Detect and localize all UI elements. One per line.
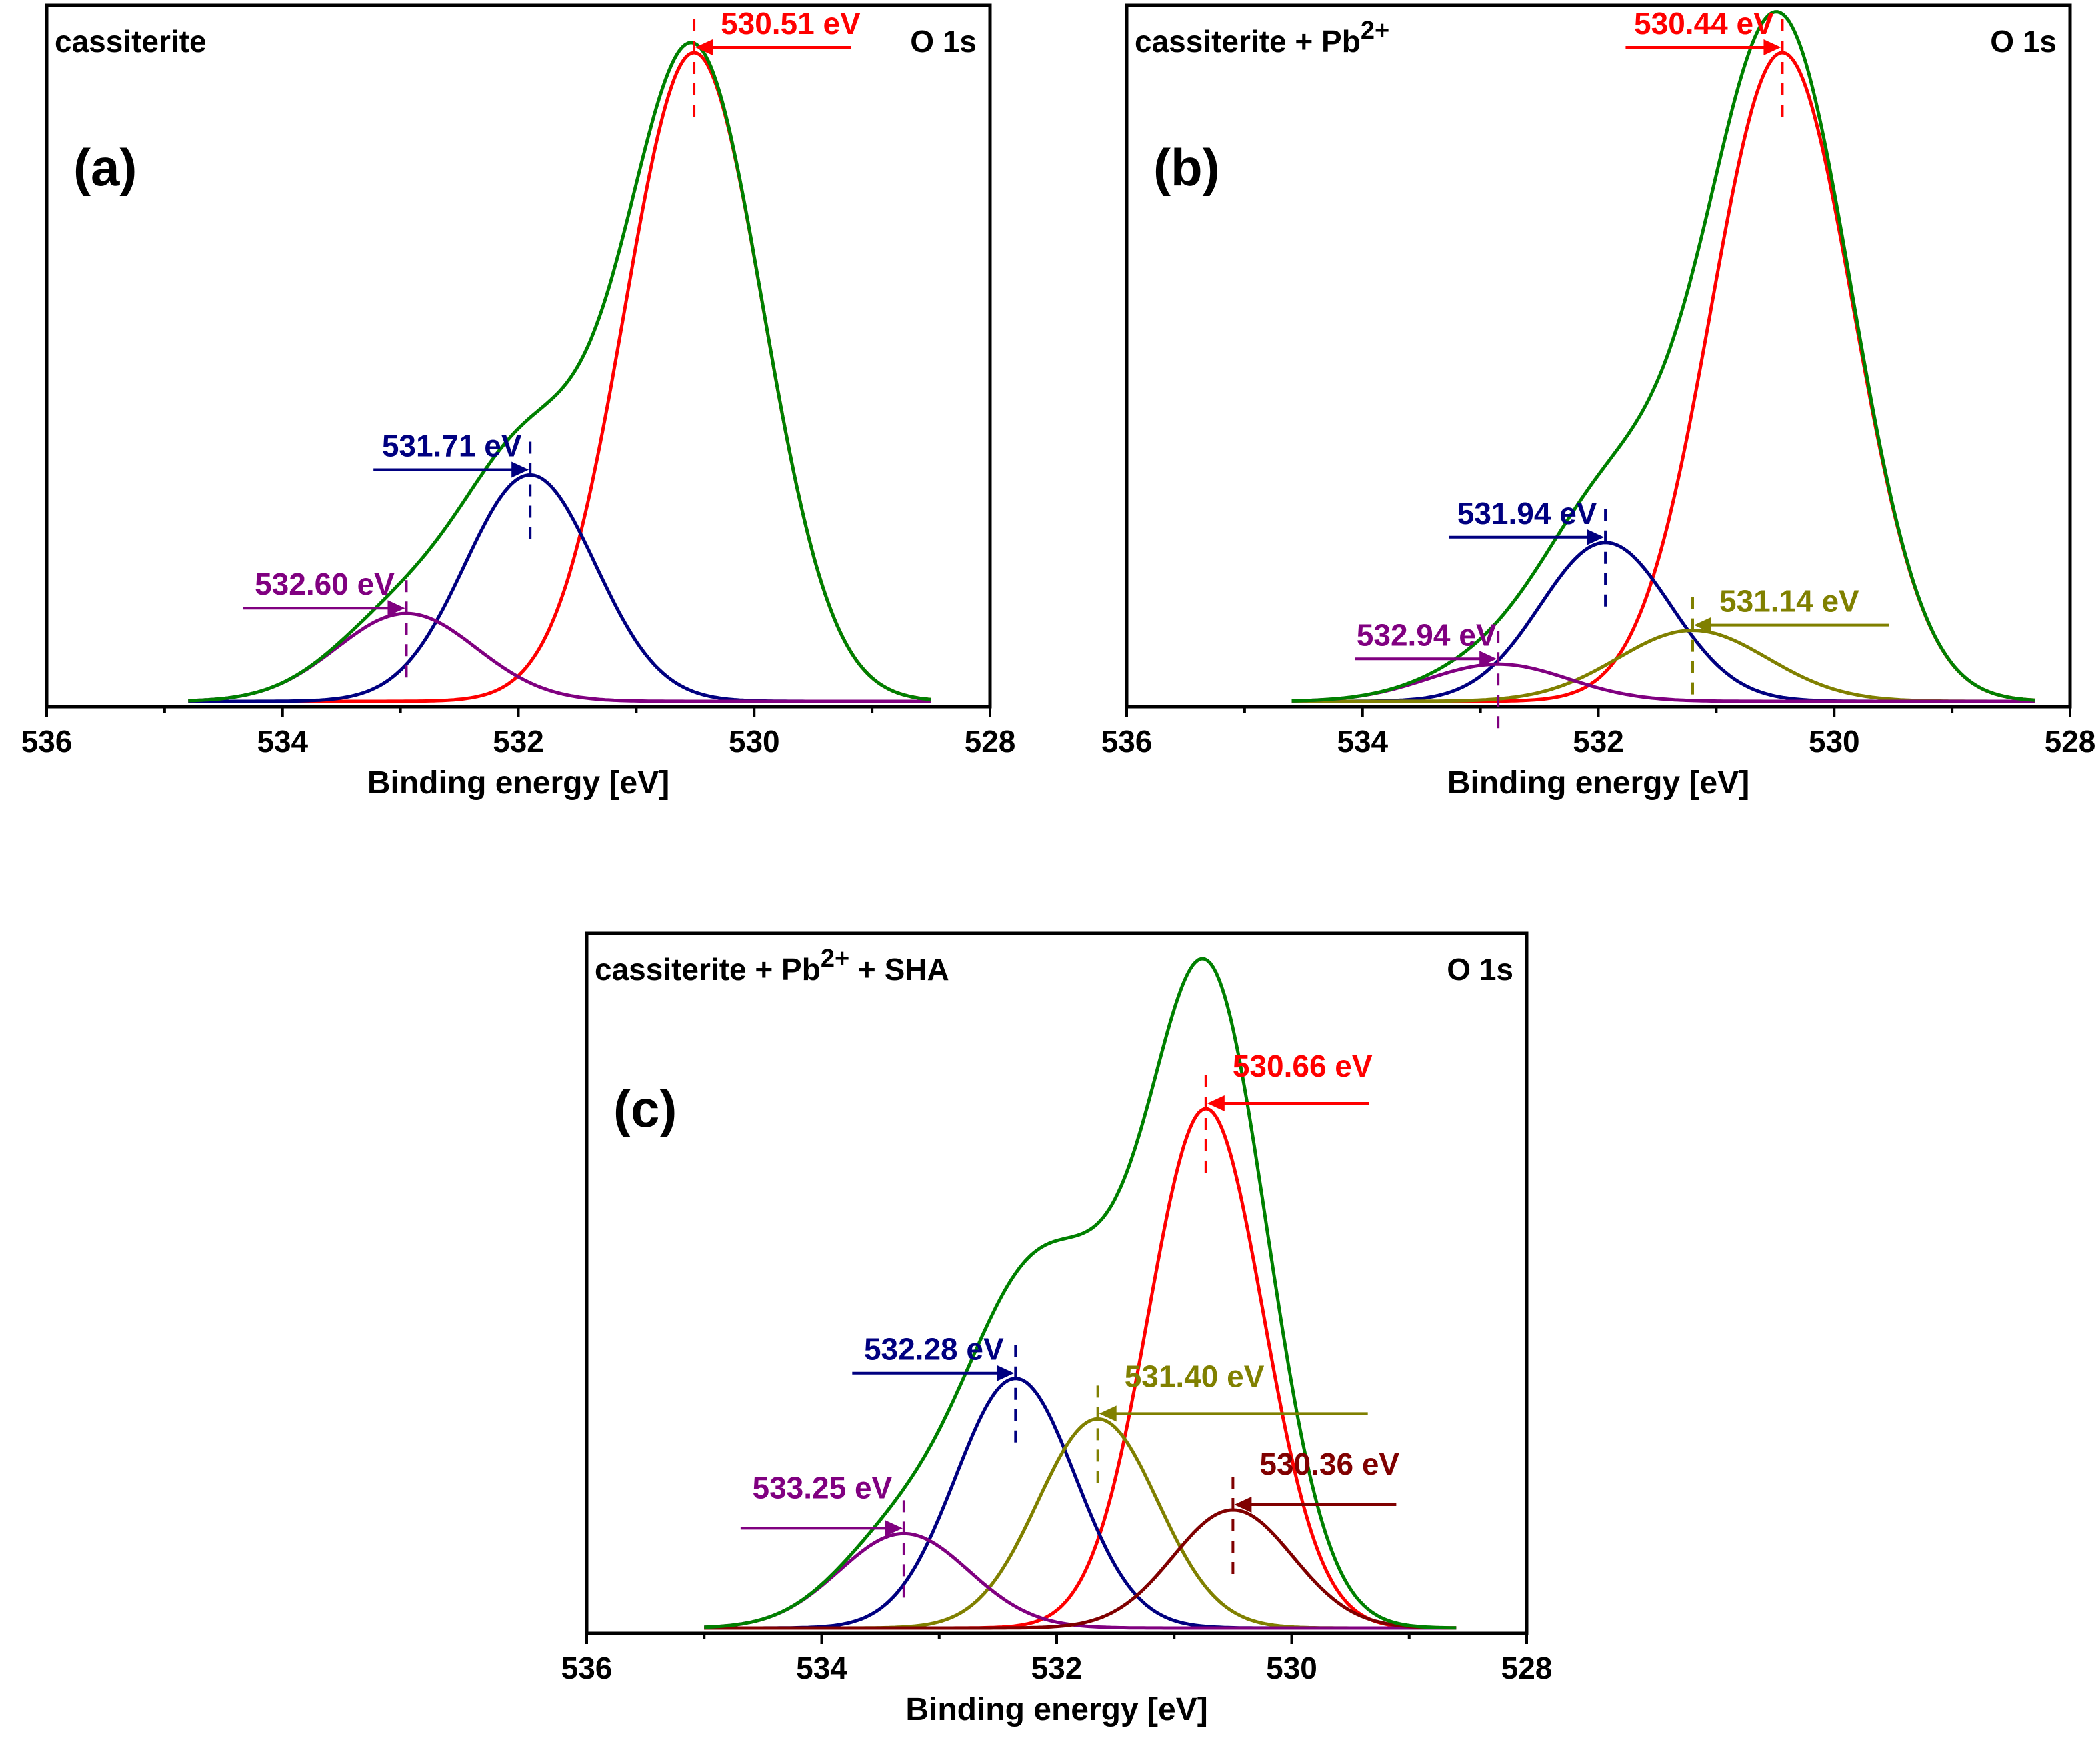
peak-annotation-label: 531.71 eV <box>382 428 522 463</box>
x-tick-label: 528 <box>2045 724 2096 759</box>
annotation-arrowhead <box>997 1365 1015 1381</box>
annotation-arrowhead <box>1694 617 1711 633</box>
annotation-arrowhead <box>885 1520 903 1537</box>
annotation-arrowhead <box>695 39 713 55</box>
component-curve <box>704 1508 1457 1630</box>
annotation-arrowhead <box>1587 529 1605 545</box>
annotation-arrowhead <box>511 461 529 478</box>
x-tick-label: 530 <box>729 724 780 759</box>
peak-annotation-label: 531.94 eV <box>1457 496 1597 531</box>
peak-annotation-label: 532.28 eV <box>864 1332 1004 1367</box>
panel-c: 536 534 532 530 528 Binding energy [eV] cassit… <box>561 931 1553 1727</box>
component-curve <box>704 1107 1457 1630</box>
x-tick-label: 534 <box>257 724 308 759</box>
component-curve <box>188 611 931 703</box>
panel-title: cassiterite <box>55 24 207 59</box>
peak-annotation-label: 532.94 eV <box>1357 617 1497 652</box>
x-tick-label: 536 <box>21 724 73 759</box>
plot-frame <box>45 3 992 709</box>
envelope-curve <box>188 41 931 703</box>
component-curve <box>1291 51 2035 703</box>
annotation-arrowhead <box>1234 1496 1252 1513</box>
x-tick-label: 530 <box>1809 724 1860 759</box>
x-tick-label: 530 <box>1266 1651 1317 1685</box>
peak-annotation-label: 530.51 eV <box>721 6 861 41</box>
plot-frame <box>1125 3 2072 709</box>
x-tick-label: 534 <box>796 1651 847 1685</box>
peak-annotation-label: 533.25 eV <box>753 1470 893 1505</box>
x-tick-label: 536 <box>1101 724 1153 759</box>
annotation-arrowhead <box>1207 1095 1225 1112</box>
annotation-arrowhead <box>1479 651 1497 667</box>
panel-b: 536 534 532 530 528 Binding energy [eV] cassit… <box>1101 3 2096 801</box>
x-tick-label: 532 <box>493 724 544 759</box>
peak-annotation-label: 530.44 eV <box>1634 6 1774 41</box>
peak-annotation-label: 531.14 eV <box>1719 584 1859 619</box>
plot-frame <box>585 931 1529 1635</box>
envelope-curve <box>1291 10 2035 703</box>
peak-annotation-label: 530.36 eV <box>1259 1447 1399 1481</box>
component-curve <box>188 51 931 703</box>
corner-label: O 1s <box>910 24 977 59</box>
panel-title: cassiterite + Pb2+ <box>1135 17 1389 59</box>
x-tick-label: 528 <box>1501 1651 1553 1685</box>
component-curve <box>1291 662 2035 703</box>
x-axis-label: Binding energy [eV] <box>367 765 669 801</box>
annotation-arrowhead <box>1099 1405 1117 1422</box>
x-tick-label: 532 <box>1573 724 1624 759</box>
panel-a: 536 534 532 530 528 Binding energy [eV] cassit… <box>21 3 1016 801</box>
corner-label: O 1s <box>1447 952 1513 987</box>
x-axis-label: Binding energy [eV] <box>1447 765 1749 801</box>
panel-label: (c) <box>613 1079 677 1138</box>
annotation-arrowhead <box>387 600 405 617</box>
peak-annotation-label: 532.60 eV <box>255 567 395 601</box>
x-tick-label: 534 <box>1337 724 1388 759</box>
x-axis-label: Binding energy [eV] <box>905 1692 1207 1727</box>
x-tick-label: 532 <box>1031 1651 1083 1685</box>
panel-label: (b) <box>1153 138 1220 197</box>
panel-label: (a) <box>73 138 137 197</box>
corner-label: O 1s <box>1990 24 2057 59</box>
peak-annotation-label: 531.40 eV <box>1125 1359 1265 1393</box>
x-tick-label: 536 <box>561 1651 613 1685</box>
envelope-curve <box>704 957 1457 1630</box>
peak-annotation-label: 530.66 eV <box>1233 1049 1373 1083</box>
panel-title: cassiterite + Pb2+ + SHA <box>595 945 949 987</box>
x-tick-label: 528 <box>965 724 1016 759</box>
annotation-arrowhead <box>1763 39 1781 55</box>
